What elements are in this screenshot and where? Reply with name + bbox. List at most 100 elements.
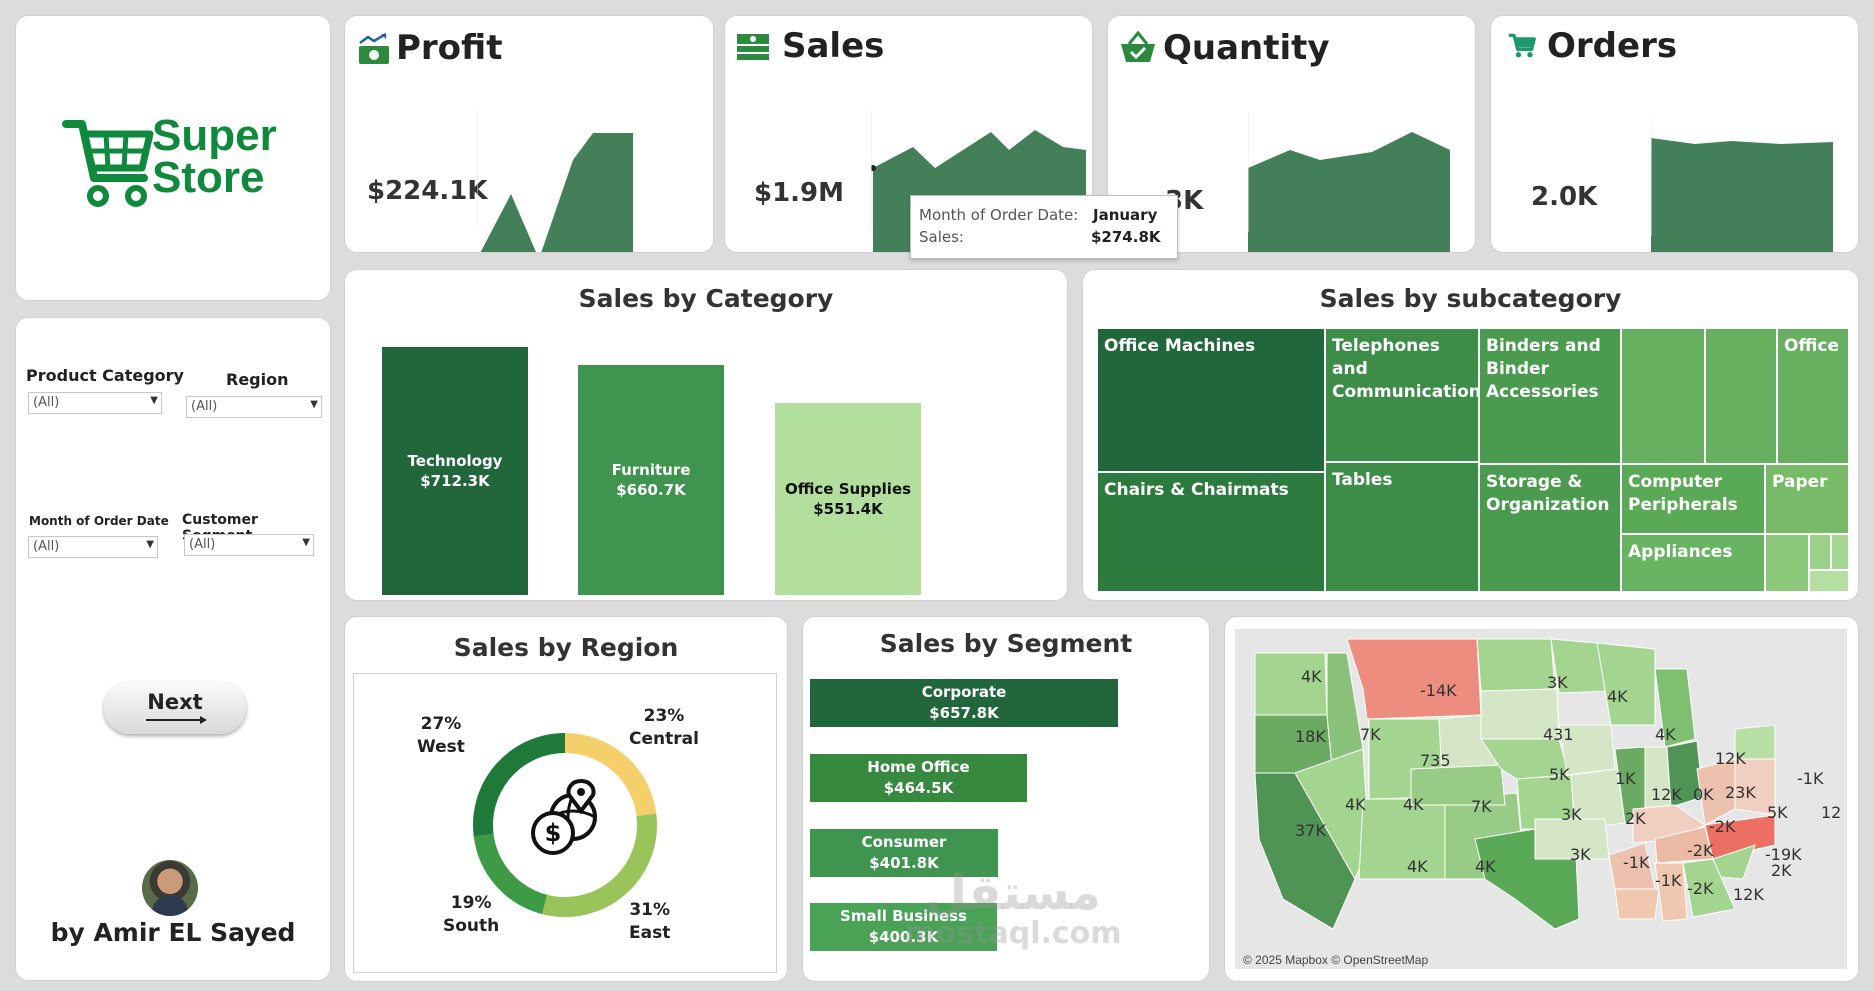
map-label: -19K	[1765, 845, 1802, 864]
next-button[interactable]: Next	[104, 682, 246, 734]
orders-sparkline[interactable]	[1651, 116, 1851, 252]
treemap-label: Tables	[1332, 470, 1393, 490]
treemap-cell-small-3[interactable]	[1831, 534, 1849, 570]
treemap-cell-tables[interactable]: Tables	[1325, 462, 1479, 592]
subcategory-chart-card: Sales by subcategory Office Machines Cha…	[1083, 270, 1858, 600]
treemap-label: Paper	[1772, 472, 1828, 492]
map-label: 4K	[1403, 795, 1424, 814]
treemap-cell-chairs[interactable]: Chairs & Chairmats	[1097, 472, 1325, 592]
treemap-cell-computer[interactable]: Computer Peripherals	[1621, 464, 1765, 534]
map-label: 18K	[1295, 727, 1326, 746]
chevron-down-icon: ▼	[310, 399, 318, 410]
map-label: 5K	[1767, 803, 1788, 822]
subcategory-chart-title: Sales by subcategory	[1319, 284, 1622, 313]
treemap-cell-storage[interactable]: Storage & Organization	[1479, 464, 1621, 592]
segment-bar[interactable]: Small Business $400.3K	[810, 903, 997, 951]
segment-bar-name: Home Office	[867, 758, 970, 776]
map-label: 23K	[1725, 783, 1756, 802]
region-donut-slice[interactable]	[564, 733, 657, 817]
region-chart-title: Sales by Region	[453, 633, 679, 662]
product-category-label: Product Category	[26, 366, 184, 385]
region-donut[interactable]	[465, 725, 665, 925]
region-donut-slice[interactable]	[542, 813, 657, 917]
cart-icon	[1508, 33, 1536, 58]
segment-chart-card: Sales by Segment Corporate $657.8K Home Of…	[803, 617, 1209, 981]
treemap-cell-unlabeled-1[interactable]	[1621, 328, 1705, 464]
map-label: -1K	[1797, 769, 1824, 788]
segment-bar-value: $657.8K	[929, 704, 999, 722]
segment-bar-value: $464.5K	[883, 779, 954, 797]
kpi-orders-card: Orders 2.0K	[1491, 16, 1858, 252]
category-bar[interactable]: Office Supplies $551.4K	[775, 403, 921, 595]
map-card: 4K -14K 3K 18K 7K 735 431 4K 4K 12K 1K 5…	[1225, 617, 1858, 981]
kpi-quantity-title: Quantity	[1163, 28, 1330, 68]
chevron-down-icon: ▼	[146, 539, 154, 550]
brand-name-line2: Store	[152, 153, 265, 202]
segment-bar-name: Consumer	[861, 833, 947, 851]
region-donut-slice[interactable]	[473, 733, 566, 837]
avatar-body	[152, 896, 188, 916]
month-dropdown[interactable]: (All) ▼	[28, 536, 158, 558]
tooltip: Month of Order Date: January Sales: $274…	[910, 195, 1178, 259]
segment-bar[interactable]: Home Office $464.5K	[810, 754, 1027, 802]
kpi-orders-value: 2.0K	[1531, 182, 1598, 212]
avatar	[142, 860, 198, 916]
segment-bar[interactable]: Corporate $657.8K	[810, 679, 1118, 727]
treemap-cell-office-machines[interactable]: Office Machines	[1097, 328, 1325, 472]
segment-chart-title: Sales by Segment	[879, 629, 1133, 658]
map-label: 4K	[1607, 687, 1628, 706]
region-label: Region	[226, 370, 289, 389]
profit-sparkline[interactable]	[477, 106, 677, 252]
map-label: 4K	[1301, 667, 1322, 686]
segment-bar-name: Corporate	[921, 683, 1007, 701]
arrow-right-icon	[146, 719, 204, 721]
treemap-cell-appliances[interactable]: Appliances	[1621, 534, 1765, 592]
region-label-west: 27% West	[417, 714, 465, 757]
filters-card: Product Category (All) ▼ Region (All) ▼ Mo…	[16, 318, 330, 980]
region-label-central: 23% Central	[629, 706, 699, 749]
region-dropdown[interactable]: (All) ▼	[186, 396, 322, 418]
region-label-east: 31% East	[629, 900, 671, 943]
kpi-profit-card: Profit $224.1K	[345, 16, 713, 252]
chevron-down-icon: ▼	[150, 395, 158, 406]
map-label: 735	[1420, 751, 1451, 770]
product-category-dropdown[interactable]: (All) ▼	[28, 392, 162, 414]
us-choropleth-map[interactable]	[1235, 629, 1847, 969]
map-label: 12K	[1651, 785, 1682, 804]
treemap-cell-binders[interactable]: Binders and Binder Accessories	[1479, 328, 1621, 464]
treemap-cell-office[interactable]: Office	[1777, 328, 1849, 464]
map-label: -2K	[1687, 879, 1714, 898]
tooltip-row2-value: $274.8K	[1091, 228, 1161, 246]
category-bar[interactable]: Technology $712.3K	[382, 347, 528, 595]
chevron-down-icon: ▼	[302, 537, 310, 548]
map-label: -14K	[1420, 681, 1457, 700]
treemap-cell-unlabeled-2[interactable]	[1705, 328, 1777, 464]
shopping-cart-logo-icon	[62, 120, 154, 207]
map-label: 3K	[1570, 845, 1591, 864]
map-label: 3K	[1547, 673, 1568, 692]
arrow-head	[200, 716, 207, 724]
quantity-sparkline[interactable]	[1248, 112, 1458, 252]
kpi-profit-title: Profit	[396, 28, 503, 68]
treemap-label: Office	[1784, 336, 1840, 356]
map-label: 12K	[1715, 749, 1746, 768]
map-label: 7K	[1471, 797, 1492, 816]
map-label: 12	[1821, 803, 1842, 822]
category-bar[interactable]: Furniture $660.7K	[578, 365, 724, 595]
segment-bar[interactable]: Consumer $401.8K	[810, 829, 998, 877]
treemap-cell-small-4[interactable]	[1809, 570, 1849, 592]
treemap-cell-telephones[interactable]: Telephones and Communication	[1325, 328, 1481, 462]
category-bar-label: Technology $712.3K	[407, 452, 503, 490]
region-chart-frame	[353, 673, 777, 973]
kpi-sales-title: Sales	[782, 26, 885, 66]
treemap-cell-paper[interactable]: Paper	[1765, 464, 1849, 534]
region-chart-card: Sales by Region $ 27% West 23% Central 31%…	[345, 617, 787, 981]
treemap-cell-small-2[interactable]	[1809, 534, 1831, 570]
customer-segment-dropdown[interactable]: (All) ▼	[184, 534, 314, 556]
map-label: 3K	[1561, 805, 1582, 824]
logo-card: Super Store	[16, 16, 330, 300]
basket-icon	[1121, 30, 1155, 62]
segment-bar-value: $401.8K	[869, 854, 939, 872]
region-donut-slice[interactable]	[473, 833, 548, 915]
treemap-cell-small-1[interactable]	[1765, 534, 1809, 592]
